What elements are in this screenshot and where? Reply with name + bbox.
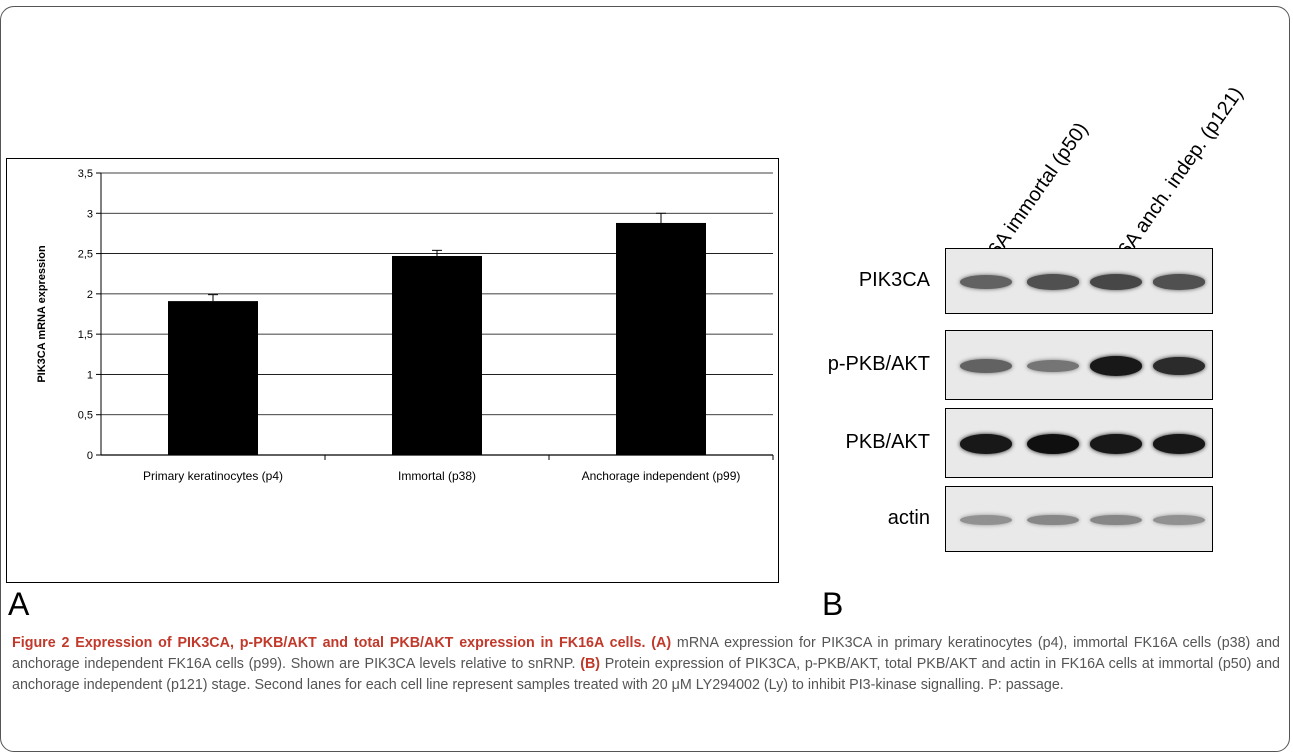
y-tick-label: 3 [87,208,93,220]
blot-band [960,514,1012,526]
blot-strip [945,408,1213,478]
x-tick-label: Immortal (p38) [398,469,476,483]
blot-row-label: PIK3CA [858,269,930,291]
caption-ref-b: (B) [580,656,601,672]
caption-ref-a: (A) [651,635,672,651]
bar-chart: 0 0,5 1 1,5 2 2,5 3 3,5 PIK3CA mRNA expression Pr… [36,168,774,483]
blot-band [1027,434,1079,454]
blot-band [1153,357,1205,375]
figure-title: Figure 2 Expression of PIK3CA, p-PKB/AKT… [12,635,642,651]
blot-strip [945,248,1213,314]
blot-row-label: PKB/AKT [845,431,930,453]
bar-chart-panel: 0 0,5 1 1,5 2 2,5 3 3,5 PIK3CA mRNA expression Pr… [6,158,779,583]
blot-band [1090,274,1142,290]
bar [616,222,706,455]
caption-text-b: Protein expression of PIK3CA, p-PKB/AKT,… [12,656,1281,693]
y-tick-label: 1 [87,369,93,381]
y-axis-label: PIK3CA mRNA expression [36,245,48,383]
caption-text-a: mRNA expression for PIK3CA in primary ke… [12,635,1280,672]
blot-band [1027,359,1079,373]
y-tick-label: 2 [87,289,93,301]
x-tick-label: Anchorage independent (p99) [582,469,741,483]
blot-band [1090,434,1142,454]
blot-strip [945,330,1213,400]
blot-band [960,359,1012,373]
y-tick-label: 1,5 [78,329,93,341]
blot-band [1153,514,1205,526]
blot-row-label: p-PKB/AKT [827,353,930,375]
figure-caption: Figure 2 Expression of PIK3CA, p-PKB/AKT… [12,635,1281,693]
blot-band [1090,356,1142,376]
x-tick-label: Primary keratinocytes (p4) [143,469,283,483]
blot-band [1153,434,1205,454]
y-tick-label: 0,5 [78,410,93,422]
blot-band [960,275,1012,289]
blot-strip [945,486,1213,552]
figure-frame [0,6,1290,752]
blot-band [1027,514,1079,526]
panel-a-letter: A [8,586,30,622]
bar [168,301,258,455]
panel-b-letter: B [822,586,844,622]
y-tick-label: 0 [87,450,93,462]
y-tick-label: 3,5 [78,168,93,180]
blot-band [1090,514,1142,526]
blot-row-label: actin [887,507,930,529]
y-tick-label: 2,5 [78,249,93,261]
blot-band [1153,274,1205,290]
bar [392,255,482,455]
blot-band [1027,274,1079,290]
blot-band [960,434,1012,454]
